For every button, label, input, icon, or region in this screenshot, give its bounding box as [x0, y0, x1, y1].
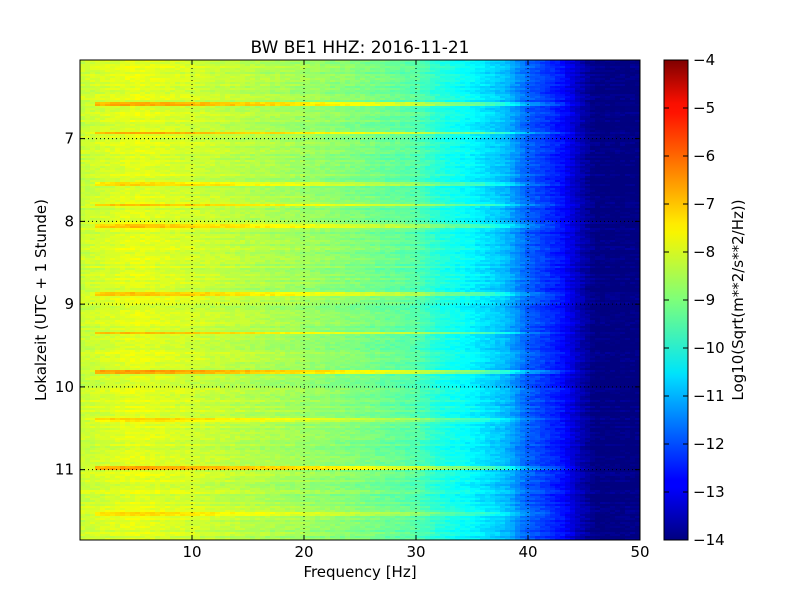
heatmap-cells — [80, 60, 640, 540]
chart-title: BW BE1 HHZ: 2016-11-21 — [250, 38, 469, 58]
